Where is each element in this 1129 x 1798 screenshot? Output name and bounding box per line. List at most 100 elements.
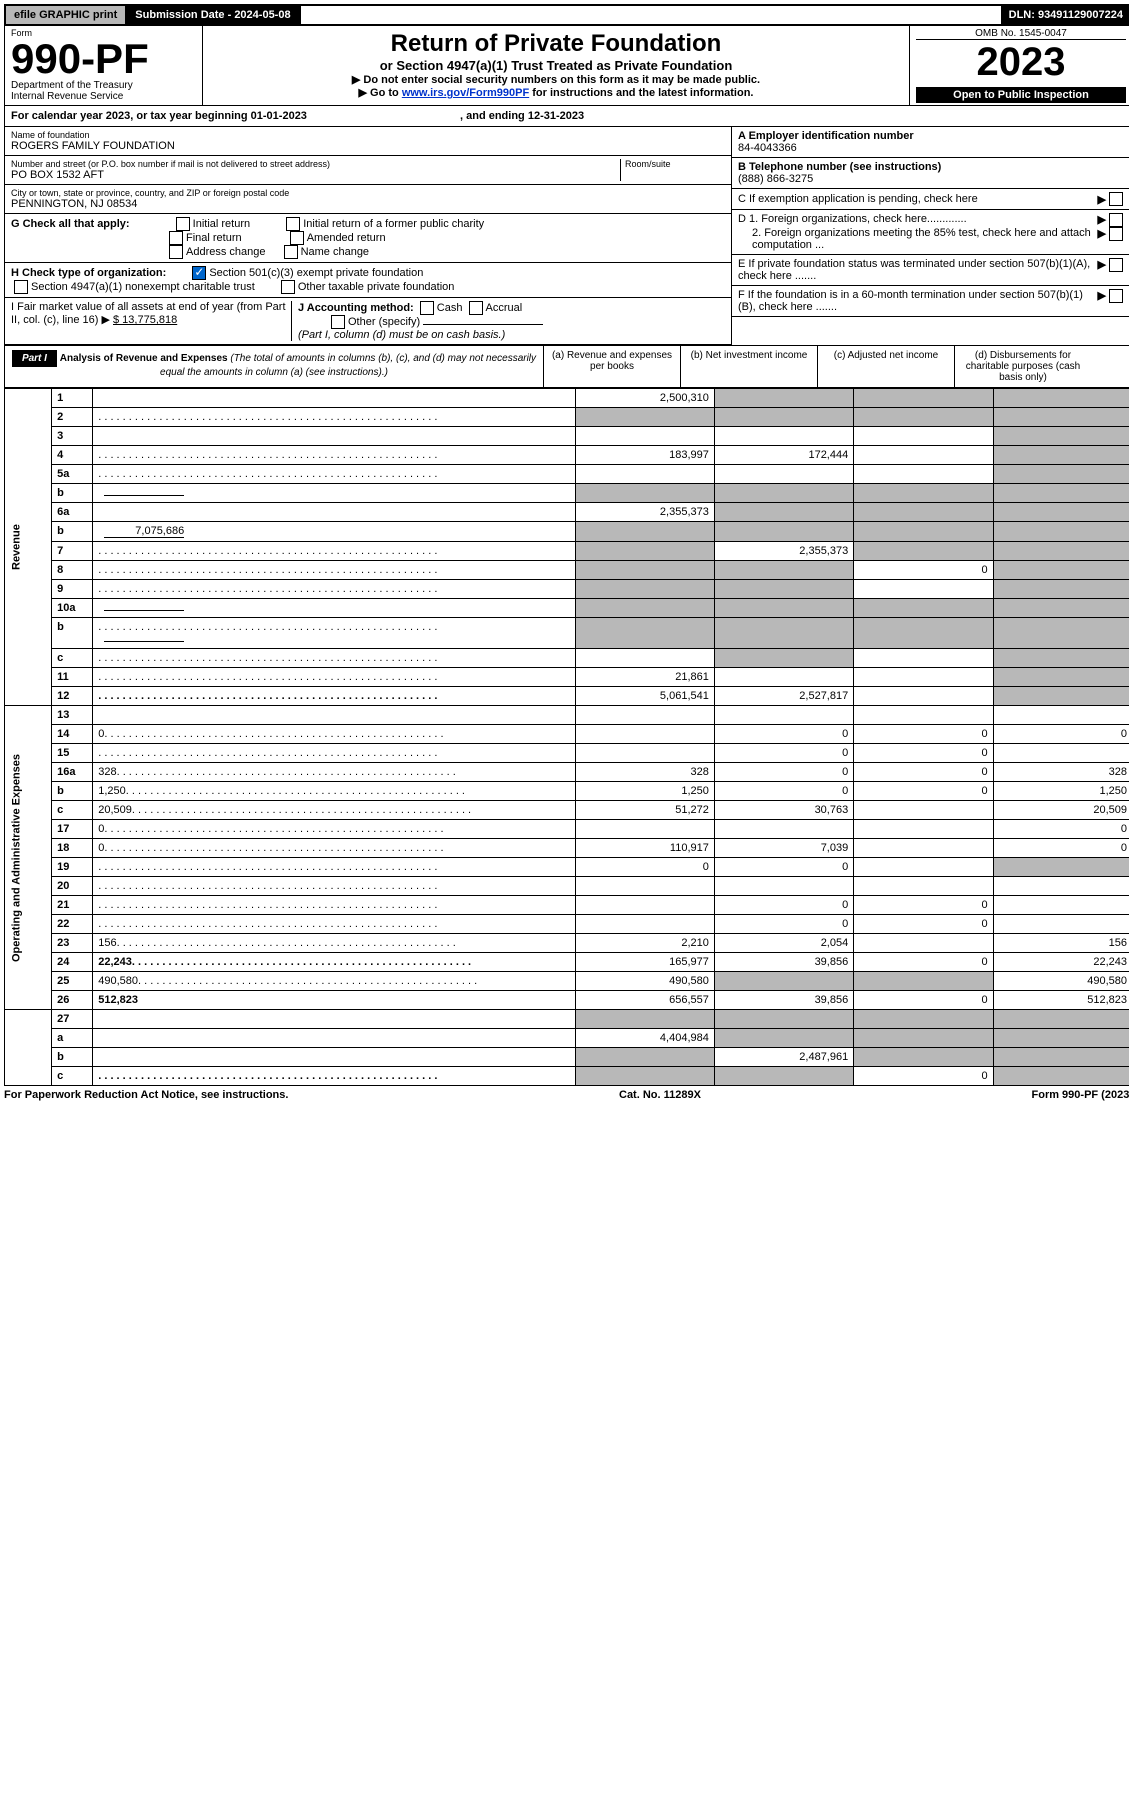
col-c-value: 0 [854,1067,993,1086]
line-number: b [52,618,93,649]
initial-return-checkbox[interactable] [176,217,190,231]
col-d-value [993,561,1129,580]
j-note: (Part I, column (d) must be on cash basi… [298,329,505,341]
line-description: 512,823 [93,991,575,1010]
line-description [93,618,575,649]
col-d-value [993,580,1129,599]
line-number: 12 [52,687,93,706]
col-a-value [575,1067,714,1086]
col-d-value: 156 [993,934,1129,953]
col-b-value: 0 [714,896,853,915]
table-row: 4183,997172,444 [5,446,1129,465]
table-row: 5a [5,465,1129,484]
col-b-value: 0 [714,915,853,934]
table-row: 26512,823656,55739,8560512,823 [5,991,1129,1010]
c-label: C If exemption application is pending, c… [738,193,1098,205]
table-row: 80 [5,561,1129,580]
h-label: H Check type of organization: [11,267,166,279]
line-description [93,446,575,465]
line-number: 19 [52,858,93,877]
col-d-header: (d) Disbursements for charitable purpose… [955,346,1091,387]
col-c-value [854,687,993,706]
line-description [93,668,575,687]
col-d-value [993,542,1129,561]
4947-checkbox[interactable] [14,280,28,294]
efile-button[interactable]: efile GRAPHIC print [6,6,127,24]
arrow-icon: ▶ [1098,289,1106,313]
col-b-header: (b) Net investment income [681,346,818,387]
table-row: c20,50951,27230,76320,509 [5,801,1129,820]
final-return-checkbox[interactable] [169,231,183,245]
inline-value [104,610,184,611]
line-description [93,1067,575,1086]
line-number: 1 [52,389,93,408]
table-row: Revenue12,500,310 [5,389,1129,408]
accrual-checkbox[interactable] [469,301,483,315]
table-row: 140000 [5,725,1129,744]
d2-checkbox[interactable] [1109,227,1123,241]
h-4947: Section 4947(a)(1) nonexempt charitable … [31,281,255,293]
col-a-value [575,522,714,542]
e-checkbox[interactable] [1109,258,1123,272]
501c3-checkbox[interactable] [192,266,206,280]
form-title: Return of Private Foundation [207,30,905,58]
line-number: 16a [52,763,93,782]
tax-year-row: For calendar year 2023, or tax year begi… [4,106,1129,127]
name-change-checkbox[interactable] [284,245,298,259]
table-row: 1121,861 [5,668,1129,687]
col-b-value [714,503,853,522]
col-c-value: 0 [854,991,993,1010]
spacer [301,6,1001,24]
table-row: 3 [5,427,1129,446]
col-b-value [714,618,853,649]
footer-right: Form 990-PF (2023) [1032,1089,1129,1101]
col-d-value: 0 [993,820,1129,839]
col-a-value: 490,580 [575,972,714,991]
form990pf-link[interactable]: www.irs.gov/Form990PF [402,87,529,99]
line-description [93,542,575,561]
col-c-value [854,668,993,687]
address: PO BOX 1532 AFT [11,169,620,181]
table-row: c [5,649,1129,668]
col-d-value [993,1010,1129,1029]
col-a-value [575,580,714,599]
line-number: 13 [52,706,93,725]
f-checkbox[interactable] [1109,289,1123,303]
form-header: Form 990-PF Department of the Treasury I… [4,26,1129,106]
line-description [93,915,575,934]
line-description [93,599,575,618]
line-description: 156 [93,934,575,953]
col-a-value: 0 [575,858,714,877]
table-row: 2200 [5,915,1129,934]
col-a-value [575,618,714,649]
other-taxable-checkbox[interactable] [281,280,295,294]
omb-number: OMB No. 1545-0047 [916,28,1126,40]
col-a-value: 5,061,541 [575,687,714,706]
amended-return-checkbox[interactable] [290,231,304,245]
line-number: 23 [52,934,93,953]
line-number: 25 [52,972,93,991]
submission-date: Submission Date - 2024-05-08 [127,6,300,24]
d1-checkbox[interactable] [1109,213,1123,227]
address-change-checkbox[interactable] [169,245,183,259]
table-row: 231562,2102,054156 [5,934,1129,953]
col-d-value [993,668,1129,687]
other-method-checkbox[interactable] [331,315,345,329]
tail-side-label [5,1010,52,1086]
line-number: 22 [52,915,93,934]
g-name: Name change [301,246,370,258]
foundation-name: ROGERS FAMILY FOUNDATION [11,140,725,152]
col-c-value [854,706,993,725]
col-b-value: 0 [714,744,853,763]
col-c-value [854,649,993,668]
ty-begin: 01-01-2023 [251,110,307,122]
initial-former-checkbox[interactable] [286,217,300,231]
page-footer: For Paperwork Reduction Act Notice, see … [4,1086,1129,1104]
c-checkbox[interactable] [1109,192,1123,206]
line-description [93,896,575,915]
line-description [93,503,575,522]
ty-pre: For calendar year 2023, or tax year begi… [11,110,251,122]
cash-checkbox[interactable] [420,301,434,315]
col-a-value: 2,210 [575,934,714,953]
col-d-value [993,915,1129,934]
